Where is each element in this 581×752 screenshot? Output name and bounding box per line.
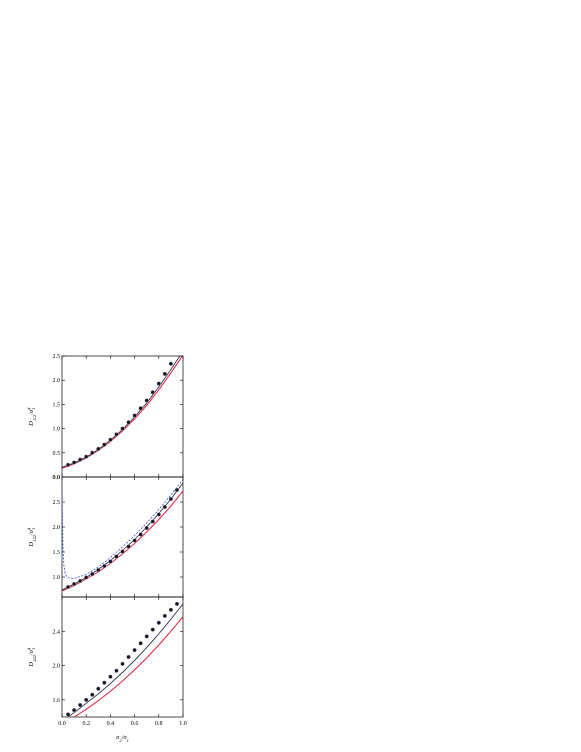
data-marker	[132, 413, 137, 418]
series-line-dark-solid	[62, 482, 183, 591]
x-tick-label: 0.4	[107, 721, 115, 727]
data-marker	[144, 525, 149, 531]
data-marker	[108, 437, 113, 442]
data-marker	[84, 454, 89, 459]
data-marker	[162, 371, 168, 377]
data-marker	[120, 661, 125, 667]
y-tick-label: 1.0	[53, 427, 61, 433]
x-tick-label: 0.8	[155, 721, 163, 727]
data-marker	[156, 381, 161, 386]
data-marker	[90, 692, 95, 697]
x-axis-label: σ2/σ1	[116, 734, 129, 743]
data-marker	[102, 563, 107, 569]
series-line-red-solid	[73, 616, 183, 717]
data-marker	[78, 702, 83, 708]
data-marker	[84, 697, 89, 703]
plot-frame	[61, 596, 184, 718]
data-marker	[150, 390, 155, 395]
data-marker	[108, 674, 113, 679]
panel-bottom: 1.6 2.0 2.4 D222/σ41	[27, 596, 184, 718]
data-marker	[174, 487, 180, 493]
data-marker	[174, 601, 180, 607]
data-marker	[71, 707, 77, 713]
data-marker	[96, 446, 101, 452]
data-marker	[168, 496, 174, 502]
data-marker	[102, 442, 107, 447]
data-marker	[168, 361, 174, 366]
data-marker	[132, 647, 137, 653]
data-marker	[126, 420, 131, 425]
data-marker	[126, 654, 131, 660]
series-line-dark-solid	[62, 356, 181, 468]
series-line-blue-dash	[62, 477, 183, 579]
panel-top: 0.0 0.5 1.0 1.5 2.0 2.5 D112/σ41	[27, 354, 184, 481]
y-tick-label: 0.0	[53, 475, 61, 481]
data-marker	[120, 549, 125, 554]
data-marker	[71, 460, 77, 465]
y-axis-label: D112/σ41	[27, 407, 37, 427]
data-marker	[138, 532, 143, 537]
x-tick-label: 0.6	[131, 721, 139, 727]
data-marker	[114, 554, 119, 559]
y-tick-label: 2.0	[53, 378, 61, 384]
y-tick-label: 1.5	[53, 550, 61, 556]
data-marker	[96, 567, 101, 573]
y-tick-label: 3.0	[53, 475, 61, 481]
data-marker	[138, 406, 143, 411]
data-marker	[150, 519, 155, 524]
panel-middle: 3.0 2.5 2.0 1.5 1.0 D122/σ41	[27, 475, 184, 598]
data-marker	[78, 457, 83, 462]
data-marker	[78, 578, 83, 584]
y-axis-label: D222/σ41	[27, 647, 37, 667]
data-marker	[162, 504, 168, 510]
x-tick-label: 0.2	[82, 721, 90, 727]
y-tick-label: 1.0	[53, 575, 61, 581]
x-tick-label: 0.0	[58, 721, 66, 727]
y-tick-label: 2.5	[53, 354, 61, 360]
data-marker	[126, 544, 131, 549]
data-marker	[90, 450, 95, 455]
y-tick-label: 2.4	[53, 629, 61, 635]
data-marker	[144, 398, 149, 403]
data-marker	[65, 584, 71, 590]
y-tick-label: 1.6	[53, 698, 61, 704]
x-tick-label: 1.0	[179, 721, 187, 727]
data-marker	[84, 575, 89, 580]
data-marker	[144, 634, 149, 639]
data-marker	[120, 426, 125, 431]
data-marker	[156, 512, 161, 517]
y-tick-label: 2.0	[53, 525, 61, 531]
data-marker	[65, 712, 71, 717]
series-line-dark-solid	[67, 603, 183, 717]
data-marker	[150, 627, 155, 632]
y-axis-label: D122/σ41	[27, 527, 37, 547]
y-tick-label: 2.0	[53, 664, 61, 670]
data-marker	[114, 668, 119, 673]
data-marker	[102, 680, 107, 685]
y-tick-label: 2.5	[53, 500, 61, 506]
data-marker	[168, 607, 174, 613]
data-marker	[156, 620, 161, 625]
data-marker	[65, 462, 71, 468]
y-tick-label: 0.5	[53, 451, 61, 457]
data-marker	[132, 538, 137, 543]
data-marker	[96, 686, 101, 691]
data-marker	[138, 641, 143, 646]
data-marker	[71, 581, 77, 587]
data-marker	[108, 559, 113, 564]
y-tick-label: 1.5	[53, 402, 61, 408]
data-marker	[90, 571, 95, 577]
data-marker	[114, 432, 119, 437]
data-marker	[162, 613, 168, 619]
